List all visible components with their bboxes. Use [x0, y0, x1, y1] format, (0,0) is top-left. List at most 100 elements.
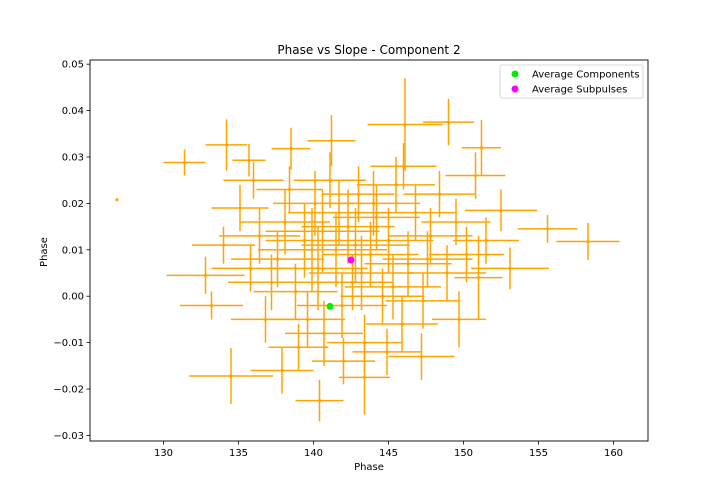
y-axis: −0.03 −0.02 −0.01 0.00 0.01 0.02 0.03 0.04 0.05 — [53, 60, 90, 442]
y-tick-label: 0.02 — [62, 199, 84, 210]
average-components-marker — [326, 302, 334, 310]
y-tick-label: −0.02 — [53, 385, 84, 396]
y-tick-label: 0.01 — [62, 245, 84, 256]
data-point — [386, 238, 391, 243]
data-point — [238, 206, 242, 210]
data-point — [269, 280, 274, 284]
data-point — [428, 234, 433, 238]
data-point — [289, 147, 293, 151]
errorbar-point — [445, 152, 506, 199]
errorbar-point — [189, 348, 273, 404]
data-point — [317, 399, 322, 403]
data-point — [320, 229, 325, 233]
plot-area-frame — [89, 59, 649, 442]
data-point — [419, 354, 424, 359]
errorbar-point — [301, 208, 410, 283]
errorbar-point — [219, 208, 300, 264]
errorbar-point — [423, 98, 474, 146]
errorbar-point — [307, 115, 356, 167]
errorbar-point — [453, 217, 519, 264]
errorbar-point — [462, 119, 501, 176]
data-point — [445, 271, 449, 275]
x-tick-label: 135 — [229, 448, 248, 459]
legend-box — [499, 64, 644, 99]
legend: Average Components Average Subpulses — [499, 64, 644, 99]
data-point — [203, 273, 208, 277]
errorbar-point — [265, 203, 344, 278]
data-point — [305, 317, 310, 322]
data-point — [380, 294, 385, 298]
errorbar-point — [228, 254, 315, 311]
errorbar-point — [301, 189, 395, 264]
errorbar-point — [352, 328, 422, 376]
data-point — [316, 266, 320, 270]
errorbar-point — [471, 247, 549, 290]
errorbar-point — [223, 161, 284, 199]
errorbar-point — [385, 273, 461, 329]
data-point — [310, 248, 314, 252]
data-point — [437, 192, 442, 196]
errorbar-point — [268, 324, 329, 371]
data-point — [251, 178, 256, 182]
data-point — [359, 271, 364, 275]
data-point — [454, 220, 458, 224]
data-point — [341, 359, 346, 363]
data-point — [464, 252, 469, 257]
data-point — [473, 173, 478, 178]
data-point — [362, 341, 367, 345]
x-tick-label: 140 — [304, 448, 323, 459]
errorbar-point — [297, 273, 387, 338]
average-markers — [326, 256, 355, 310]
x-tick-label: 150 — [454, 448, 473, 459]
y-tick-label: 0.04 — [62, 106, 84, 117]
data-point — [484, 238, 488, 243]
data-point — [406, 262, 410, 266]
data-point — [586, 239, 590, 244]
data-point — [221, 243, 226, 247]
data-point — [350, 280, 355, 284]
errorbar-point — [388, 333, 455, 380]
errorbar-point — [115, 198, 119, 202]
errorbar-point — [253, 263, 338, 320]
data-point — [229, 374, 233, 378]
legend-marker-average-subpulses — [511, 85, 519, 93]
data-point — [283, 220, 287, 224]
data-point — [446, 120, 451, 124]
errorbar-point — [556, 222, 620, 261]
errorbar-point — [294, 152, 366, 209]
data-point — [287, 187, 292, 192]
errorbar-point — [367, 78, 443, 171]
data-point — [508, 266, 512, 270]
data-point — [257, 234, 262, 238]
data-point — [346, 225, 350, 229]
data-point — [356, 192, 361, 196]
errorbar-point — [250, 347, 314, 394]
errorbar-point — [312, 337, 375, 385]
data-point — [479, 146, 484, 150]
x-tick-label: 155 — [529, 448, 548, 459]
data-point — [400, 322, 404, 326]
errorbar-point — [327, 170, 420, 236]
errorbar-point — [192, 226, 255, 264]
errorbar-series — [115, 78, 620, 422]
data-point — [275, 257, 280, 261]
errorbar-point — [232, 143, 266, 177]
legend-label-average-subpulses: Average Subpulses — [532, 85, 627, 96]
y-tick-label: −0.03 — [53, 431, 84, 442]
y-tick-label: 0.00 — [62, 292, 84, 303]
data-point — [293, 289, 298, 294]
errorbar-point — [403, 170, 476, 218]
errorbar-point — [345, 254, 441, 320]
errorbar-point — [309, 235, 414, 311]
y-tick-label: 0.05 — [62, 60, 84, 71]
errorbar-point — [454, 235, 503, 320]
data-point — [457, 317, 461, 322]
errorbar-point — [364, 231, 452, 297]
data-point — [374, 215, 379, 219]
data-point — [209, 303, 214, 308]
data-point — [368, 252, 373, 257]
errorbar-point — [265, 189, 380, 274]
errorbar-point — [163, 149, 206, 176]
data-point — [224, 143, 229, 147]
